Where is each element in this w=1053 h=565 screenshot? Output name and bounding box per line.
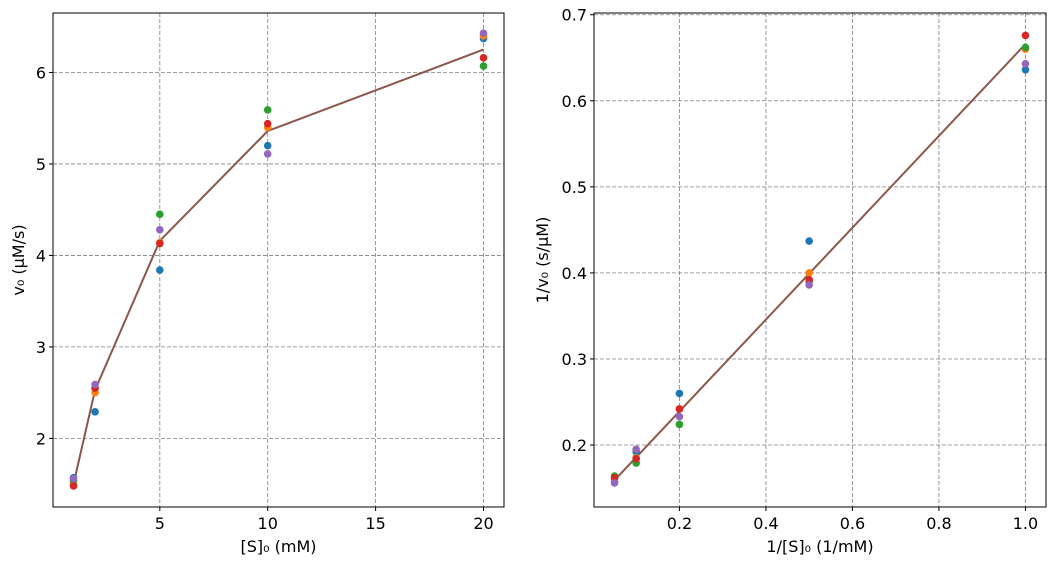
data-point-series-1	[1021, 66, 1030, 74]
data-point-series-2	[805, 269, 813, 277]
x-tick-label: 5	[155, 514, 165, 533]
y-axis-label: v₀ (μM/s)	[9, 224, 28, 295]
data-point-series-4	[675, 405, 684, 413]
lineweaver-burk-plot: 0.2 0.4 0.6 0.8 1.0 0.2 0.3 0.4 0.5 0.6 0.7 1/[S]₀ …	[533, 6, 1047, 556]
data-point-series-5	[632, 445, 640, 454]
data-point-series-4	[156, 239, 164, 248]
y-tick-label: 0.5	[562, 178, 587, 197]
data-point-series-1	[156, 266, 164, 274]
x-axis-label: 1/[S]₀ (1/mM)	[766, 537, 873, 556]
data-point-series-5	[69, 474, 78, 483]
y-tick-label: 0.2	[562, 436, 587, 455]
y-axis-label: 1/v₀ (s/μM)	[533, 217, 552, 304]
data-point-series-4	[69, 482, 78, 490]
y-tick-label: 0.3	[562, 350, 587, 369]
data-point-series-1	[91, 408, 99, 416]
data-point-series-1	[263, 141, 272, 150]
x-axis-label: [S]₀ (mM)	[240, 537, 316, 556]
data-point-series-4	[479, 54, 488, 62]
y-tick-label: 0.4	[562, 264, 587, 283]
y-tick-label: 3	[36, 338, 46, 357]
x-tick-label: 10	[258, 514, 278, 533]
fit-line	[613, 43, 1027, 481]
data-point-series-1	[675, 389, 684, 398]
data-point-series-3	[675, 420, 684, 429]
data-point-series-5	[675, 412, 684, 421]
data-point-series-5	[479, 29, 488, 37]
data-point-series-4	[263, 119, 272, 128]
plot-frame	[593, 12, 1047, 508]
fit-line	[72, 48, 484, 485]
y-tick-label: 6	[36, 63, 46, 82]
data-point-series-5	[610, 479, 619, 487]
y-tick-label: 2	[36, 429, 46, 448]
x-tick-label: 0.4	[753, 514, 778, 533]
data-point-series-5	[263, 150, 272, 158]
data-point-series-3	[263, 106, 272, 114]
x-tick-label: 1.0	[1013, 514, 1038, 533]
y-tick-label: 0.6	[562, 92, 587, 111]
x-tick-label: 20	[473, 514, 493, 533]
data-point-series-3	[1021, 43, 1030, 52]
data-point-series-4	[632, 455, 640, 463]
data-point-series-5	[91, 380, 99, 389]
y-tick-label: 0.7	[562, 6, 587, 25]
data-point-series-1	[805, 237, 813, 245]
data-point-series-3	[479, 62, 488, 70]
y-tick-label: 5	[36, 155, 46, 174]
x-tick-label: 0.8	[926, 514, 951, 533]
plot-frame	[52, 12, 505, 508]
data-point-series-5	[156, 226, 164, 234]
data-point-series-4	[1021, 31, 1030, 40]
y-tick-label: 4	[36, 246, 46, 265]
data-point-series-3	[156, 210, 164, 219]
x-tick-label: 0.2	[667, 514, 692, 533]
michaelis-menten-plot: 5 10 15 20 2 3 4 5 6 [S]₀ (mM) v₀ (μM/s)	[9, 12, 505, 556]
data-point-series-5	[1021, 59, 1030, 68]
x-tick-label: 0.6	[840, 514, 865, 533]
x-tick-label: 15	[365, 514, 385, 533]
data-point-series-5	[805, 281, 813, 289]
